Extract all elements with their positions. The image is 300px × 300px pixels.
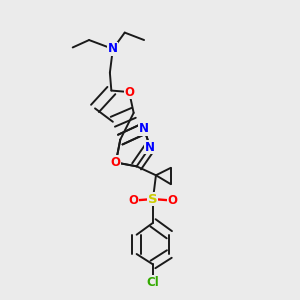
Text: O: O (129, 194, 139, 207)
Text: O: O (124, 85, 134, 98)
Text: N: N (145, 140, 155, 154)
Text: O: O (167, 194, 177, 207)
Text: N: N (108, 42, 118, 56)
Text: O: O (111, 156, 121, 169)
Text: Cl: Cl (147, 276, 159, 289)
Text: S: S (148, 193, 158, 206)
Text: N: N (139, 122, 149, 135)
